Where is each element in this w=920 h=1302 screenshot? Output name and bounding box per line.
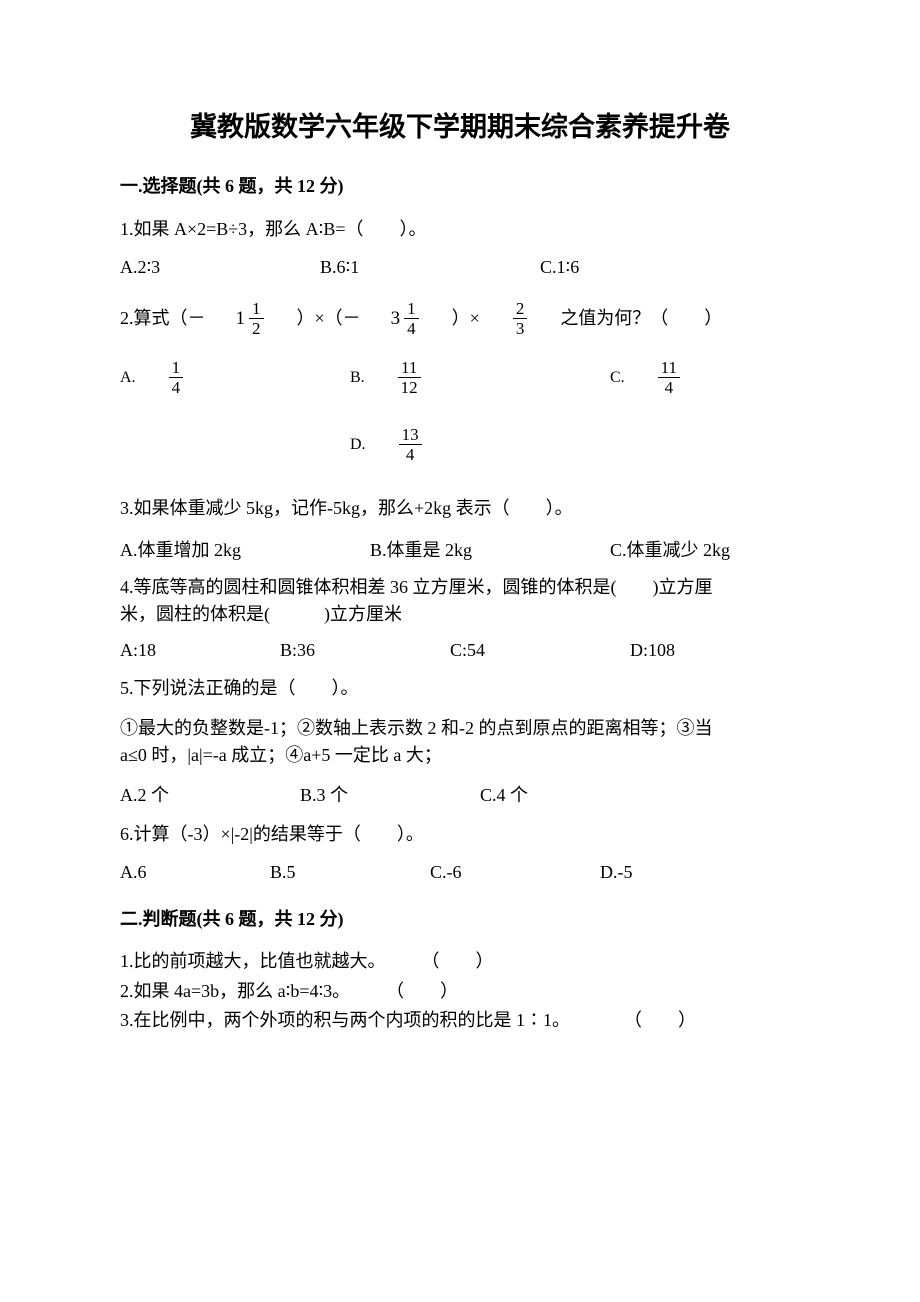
q2-mid2: ）× — [452, 297, 480, 340]
question-5-statements: ①最大的负整数是-1；②数轴上表示数 2 和-2 的点到原点的距离相等；③当 a… — [120, 715, 800, 769]
q2-option-c: C. 11 4 — [610, 359, 683, 396]
q1-option-a: A.2∶3 — [120, 257, 320, 278]
question-3-options: A.体重增加 2kg B.体重是 2kg C.体重减少 2kg — [120, 536, 800, 562]
q5-option-c: C.4 个 — [480, 781, 528, 807]
question-1-options: A.2∶3 B.6∶1 C.1∶6 — [120, 257, 800, 278]
q2-mixed-1: 1 1 2 — [236, 296, 267, 342]
q2-prefix: 2.算式（－ — [120, 297, 206, 340]
question-2-options: A. 1 4 B. 11 12 C. 11 4 — [120, 359, 800, 463]
q2-option-d: D. 13 4 — [350, 426, 425, 463]
q4-option-a: A:18 — [120, 640, 280, 661]
exam-page: 冀教版数学六年级下学期期末综合素养提升卷 一.选择题(共 6 题，共 12 分)… — [0, 0, 920, 1096]
question-4: 4.等底等高的圆柱和圆锥体积相差 36 立方厘米，圆锥的体积是( )立方厘 米，… — [120, 574, 800, 628]
question-6: 6.计算（-3）×|-2|的结果等于（ ）。 — [120, 819, 800, 850]
q3-option-b: B.体重是 2kg — [370, 536, 610, 562]
question-5-options: A.2 个 B.3 个 C.4 个 — [120, 781, 800, 807]
page-title: 冀教版数学六年级下学期期末综合素养提升卷 — [120, 105, 800, 144]
question-4-options: A:18 B:36 C:54 D:108 — [120, 640, 800, 661]
q4-line2: 米，圆柱的体积是( )立方厘米 — [120, 601, 800, 628]
question-6-options: A.6 B.5 C.-6 D.-5 — [120, 862, 800, 883]
q4-line1: 4.等底等高的圆柱和圆锥体积相差 36 立方厘米，圆锥的体积是( )立方厘 — [120, 574, 800, 601]
question-1: 1.如果 A×2=B÷3，那么 A∶B=（ ）。 — [120, 214, 800, 245]
question-2: 2.算式（－ 1 1 2 ）×（－ 3 1 4 ）× 2 3 之值为何？（ ） — [120, 296, 800, 342]
q3-option-c: C.体重减少 2kg — [610, 536, 730, 562]
q5-line1: ①最大的负整数是-1；②数轴上表示数 2 和-2 的点到原点的距离相等；③当 — [120, 715, 800, 742]
q4-option-b: B:36 — [280, 640, 450, 661]
q6-option-b: B.5 — [270, 862, 430, 883]
tf-question-2: 2.如果 4a=3b，那么 a∶b=4∶3。 （ ） — [120, 977, 800, 1007]
q2-frac-3: 2 3 — [513, 300, 528, 337]
q6-option-c: C.-6 — [430, 862, 600, 883]
q1-option-c: C.1∶6 — [540, 257, 579, 278]
q2-mid1: ）×（－ — [297, 297, 361, 340]
section-1-heading: 一.选择题(共 6 题，共 12 分) — [120, 172, 800, 198]
q2-option-b: B. 11 12 — [350, 359, 610, 396]
q2-suffix: 之值为何？（ ） — [560, 297, 722, 340]
q4-option-c: C:54 — [450, 640, 630, 661]
tf-question-1: 1.比的前项越大，比值也就越大。 （ ） — [120, 947, 800, 977]
q6-option-d: D.-5 — [600, 862, 633, 883]
q3-option-a: A.体重增加 2kg — [120, 536, 370, 562]
q1-option-b: B.6∶1 — [320, 257, 540, 278]
q6-option-a: A.6 — [120, 862, 270, 883]
q5-option-b: B.3 个 — [300, 781, 480, 807]
section-2-heading: 二.判断题(共 6 题，共 12 分) — [120, 905, 800, 931]
q4-option-d: D:108 — [630, 640, 675, 661]
q5-line2: a≤0 时，|a|=-a 成立；④a+5 一定比 a 大； — [120, 742, 800, 769]
tf-question-3: 3.在比例中，两个外项的积与两个内项的积的比是 1∶1。 （ ） — [120, 1006, 800, 1036]
q2-mixed-2: 3 1 4 — [391, 296, 422, 342]
question-5: 5.下列说法正确的是（ ）。 — [120, 673, 800, 704]
q5-option-a: A.2 个 — [120, 781, 300, 807]
question-3: 3.如果体重减少 5kg，记作-5kg，那么+2kg 表示（ ）。 — [120, 493, 800, 524]
q2-option-a: A. 1 4 — [120, 359, 350, 396]
